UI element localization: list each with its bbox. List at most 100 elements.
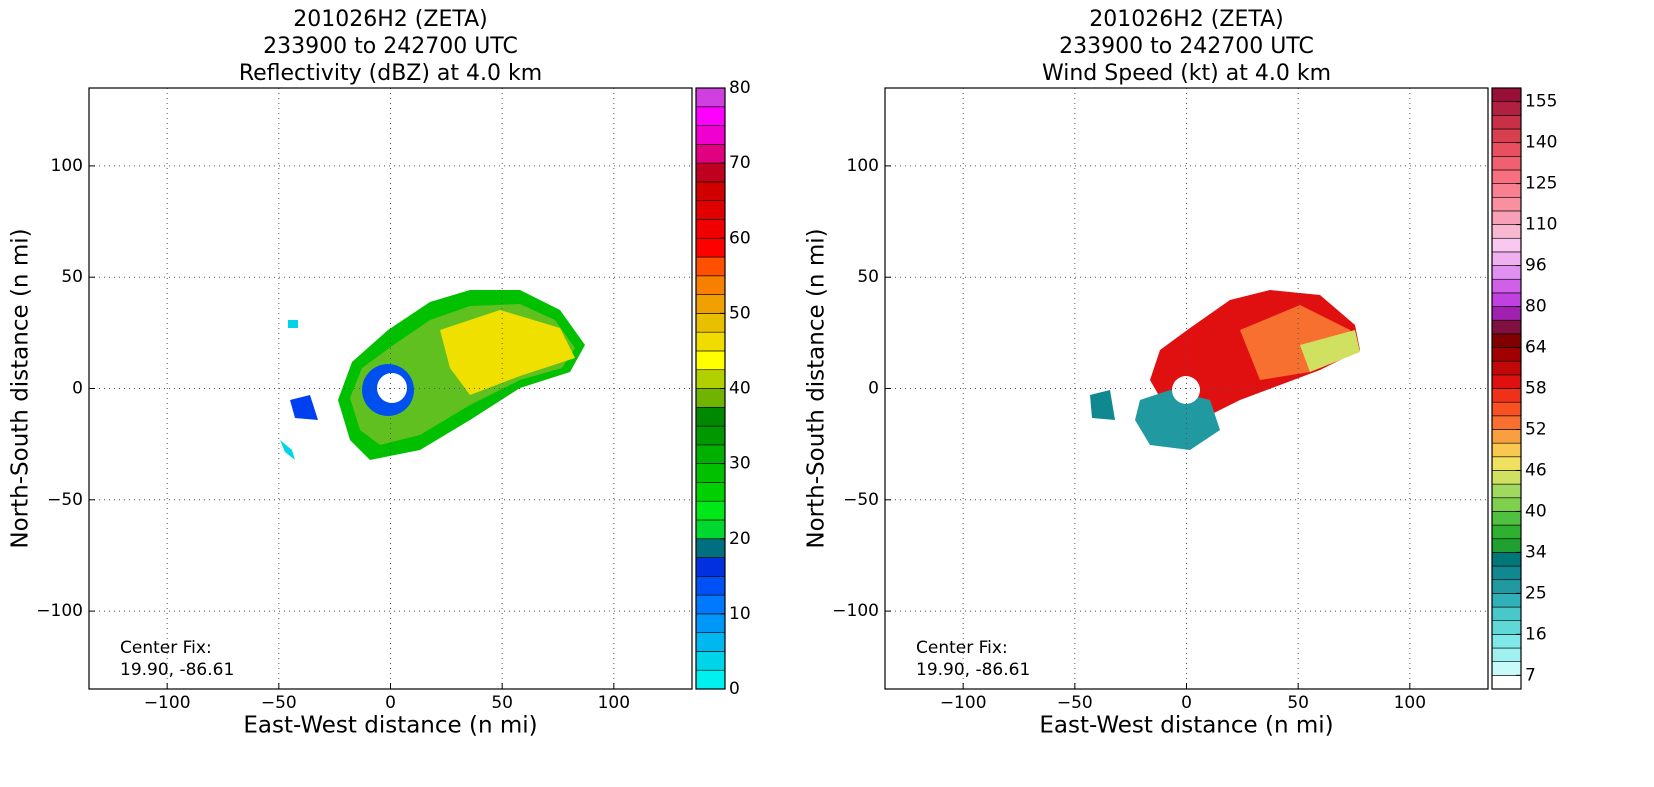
colorbar-bin xyxy=(695,331,726,352)
colorbar-bin xyxy=(1491,142,1522,157)
colorbar-bin xyxy=(1491,606,1522,622)
x-tick-label: 50 xyxy=(491,693,513,713)
x-tick-label: 50 xyxy=(1287,693,1309,713)
colorbar-tick-label: 140 xyxy=(1525,133,1557,153)
colorbar-bin xyxy=(1491,661,1522,676)
colorbar-bin xyxy=(1491,470,1522,485)
colorbar-bin xyxy=(695,651,726,671)
colorbar-bin xyxy=(695,388,726,408)
colorbar-bin xyxy=(695,369,726,389)
y-axis-label: North-South distance (n mi) xyxy=(8,228,34,548)
colorbar-bin xyxy=(1491,265,1522,280)
colorbar-bin xyxy=(1491,306,1522,321)
y-tick-label: −50 xyxy=(47,490,83,510)
colorbar-bin xyxy=(1491,634,1522,649)
x-tick-label: 0 xyxy=(1181,693,1192,713)
colorbar-bin xyxy=(1491,593,1522,608)
colorbar-bin xyxy=(695,87,726,108)
y-tick-label: 0 xyxy=(72,379,83,399)
colorbar-bin xyxy=(1491,497,1522,512)
colorbar-bin xyxy=(695,500,726,521)
colorbar-bin xyxy=(1491,565,1522,581)
colorbar-bin xyxy=(1491,579,1522,594)
colorbar-tick-label: 30 xyxy=(729,454,751,474)
y-tick-label: −50 xyxy=(843,490,879,510)
chart-title: Wind Speed (kt) at 4.0 km xyxy=(1042,61,1331,86)
colorbar-bin xyxy=(1491,251,1522,266)
x-axis-label: East-West distance (n mi) xyxy=(243,713,537,739)
plot-frame xyxy=(884,87,1489,690)
colorbar-tick-label: 70 xyxy=(729,153,751,173)
colorbar-bin xyxy=(1491,524,1522,540)
colorbar-bin xyxy=(1491,183,1522,198)
colorbar-tick-label: 46 xyxy=(1525,460,1547,480)
colorbar-bin xyxy=(1491,620,1522,635)
colorbar-bin xyxy=(695,594,726,615)
colorbar-bin xyxy=(695,106,726,126)
colorbar-bin xyxy=(695,669,726,690)
chart-title: 233900 to 242700 UTC xyxy=(263,34,518,59)
annotation: Center Fix: xyxy=(120,638,212,658)
colorbar-tick-label: 0 xyxy=(729,679,740,699)
colorbar-bin xyxy=(1491,360,1522,376)
chart-title: Reflectivity (dBZ) at 4.0 km xyxy=(239,61,542,86)
colorbar-bin xyxy=(695,144,726,164)
colorbar-bin xyxy=(1491,552,1522,567)
y-tick-label: −100 xyxy=(36,601,83,621)
chart-title: 201026H2 (ZETA) xyxy=(293,7,487,32)
colorbar-tick-label: 40 xyxy=(1525,501,1547,521)
field-right xyxy=(1090,290,1360,450)
x-tick-label: −50 xyxy=(261,693,297,713)
colorbar-bin xyxy=(1491,374,1522,389)
colorbar-bin xyxy=(1491,237,1522,253)
colorbar-tick-label: 60 xyxy=(729,228,751,248)
chart-title: 233900 to 242700 UTC xyxy=(1059,34,1314,59)
y-axis-label: North-South distance (n mi) xyxy=(804,228,830,548)
colorbar-bin xyxy=(695,444,726,464)
colorbar-bin xyxy=(1491,429,1522,444)
chart-title: 201026H2 (ZETA) xyxy=(1089,7,1283,32)
colorbar-bin xyxy=(695,576,726,596)
colorbar-bin xyxy=(1491,278,1522,294)
colorbar-tick-label: 125 xyxy=(1525,174,1557,194)
annotation: Center Fix: xyxy=(916,638,1008,658)
y-tick-label: 100 xyxy=(847,156,879,176)
colorbar-bin xyxy=(695,538,726,558)
x-tick-label: 0 xyxy=(385,693,396,713)
colorbar-bin xyxy=(695,425,726,446)
colorbar-bin xyxy=(1491,456,1522,471)
colorbar-bin xyxy=(695,237,726,258)
colorbar-tick-label: 80 xyxy=(1525,297,1547,317)
colorbar-bin xyxy=(1491,128,1522,143)
colorbar-tick-label: 10 xyxy=(729,604,751,624)
colorbar-tick-label: 64 xyxy=(1525,338,1547,358)
x-tick-label: −100 xyxy=(940,693,987,713)
annotation: 19.90, -86.61 xyxy=(120,660,234,680)
colorbar-tick-label: 96 xyxy=(1525,256,1547,276)
colorbar-bin xyxy=(695,406,726,427)
colorbar-bin xyxy=(1491,415,1522,430)
colorbar-bin xyxy=(695,125,726,145)
colorbar-bin xyxy=(1491,401,1522,417)
y-tick-label: 100 xyxy=(51,156,83,176)
colorbar-tick-label: 80 xyxy=(729,78,751,98)
plot-frame xyxy=(88,87,693,690)
colorbar-bin xyxy=(695,463,726,483)
field-left xyxy=(280,290,585,460)
y-tick-label: −100 xyxy=(832,601,879,621)
colorbar-bin xyxy=(1491,101,1522,116)
colorbar-bin xyxy=(1491,87,1522,102)
colorbar-bin xyxy=(695,200,726,220)
x-tick-label: −50 xyxy=(1057,693,1093,713)
colorbar-bin xyxy=(1491,115,1522,130)
y-tick-label: 50 xyxy=(61,267,83,287)
colorbar-bin xyxy=(1491,511,1522,526)
colorbar-bin xyxy=(1491,347,1522,362)
colorbar-bin xyxy=(695,557,726,577)
colorbar-bin xyxy=(1491,224,1522,239)
colorbar-tick-label: 25 xyxy=(1525,583,1547,603)
colorbar-bin xyxy=(695,313,726,333)
colorbar-bin xyxy=(695,350,726,371)
colorbar-tick-label: 20 xyxy=(729,529,751,549)
